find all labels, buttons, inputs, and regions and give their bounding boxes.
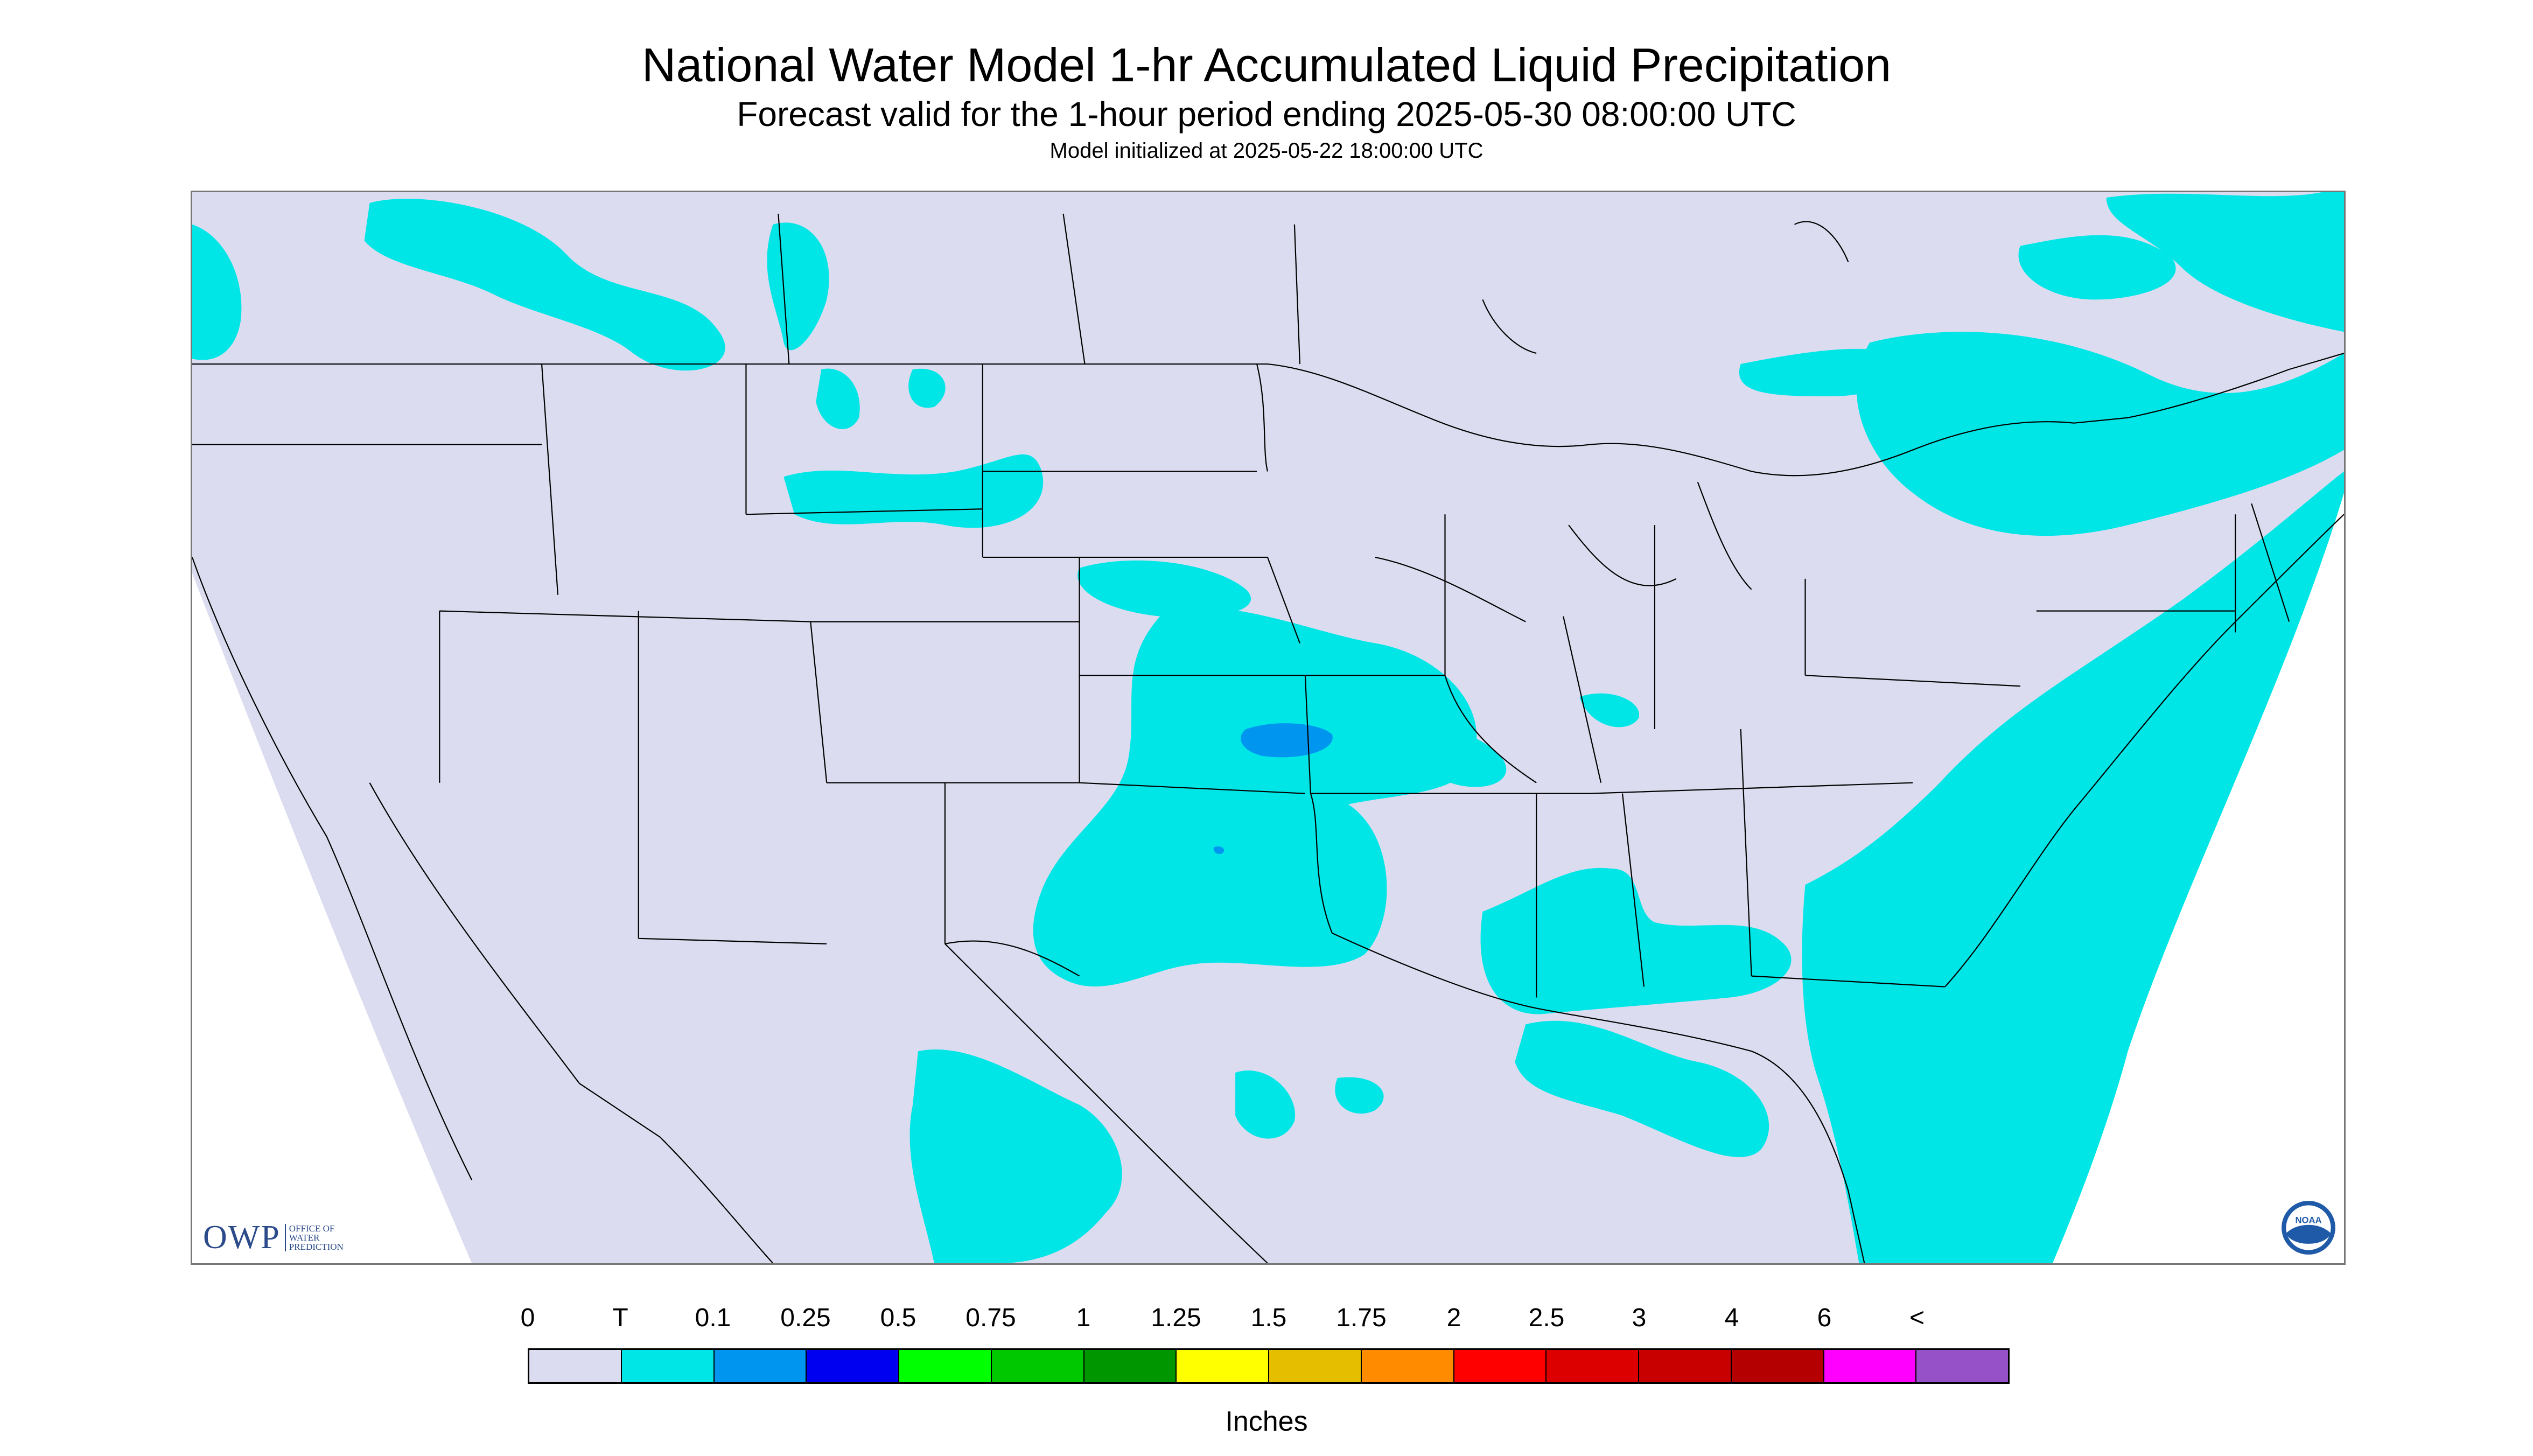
legend-swatch bbox=[1361, 1350, 1454, 1382]
legend-label: 4 bbox=[1724, 1304, 1739, 1332]
legend-swatch bbox=[621, 1350, 715, 1382]
legend-label: 0.1 bbox=[695, 1304, 731, 1332]
legend-swatch bbox=[1454, 1350, 1547, 1382]
legend-label: 2 bbox=[1446, 1304, 1461, 1332]
legend-swatch bbox=[807, 1350, 899, 1382]
map-canvas bbox=[192, 192, 2344, 1263]
legend-label: 1.75 bbox=[1336, 1304, 1387, 1332]
light-precip-areas bbox=[1213, 723, 1333, 855]
legend-swatch bbox=[1731, 1350, 1824, 1382]
legend-swatch bbox=[1269, 1350, 1362, 1382]
legend-units: Inches bbox=[1225, 1406, 1308, 1437]
legend: 0 T 0.1 0.25 0.5 0.75 1 1.25 1.5 1.75 2 2.5 3 4 6 < bbox=[0, 1292, 2533, 1454]
legend-swatch bbox=[714, 1350, 807, 1382]
legend-label: 6 bbox=[1817, 1304, 1832, 1332]
legend-label: 0 bbox=[520, 1304, 535, 1332]
legend-swatch bbox=[1547, 1350, 1639, 1382]
model-init-line: Model initialized at 2025-05-22 18:00:00… bbox=[1049, 139, 1484, 163]
legend-label: < bbox=[1909, 1304, 1925, 1332]
map-subtitle: Forecast valid for the 1-hour period end… bbox=[737, 95, 1796, 134]
noaa-text: NOAA bbox=[2296, 1215, 2322, 1226]
legend-label: 1.5 bbox=[1250, 1304, 1287, 1332]
legend-swatch bbox=[1916, 1350, 2008, 1382]
legend-label: 0.75 bbox=[965, 1304, 1016, 1332]
legend-label: 3 bbox=[1632, 1304, 1647, 1332]
noaa-logo: NOAA bbox=[2282, 1201, 2335, 1255]
owp-logo: OWP OFFICE OF WATER PREDICTION bbox=[203, 1219, 365, 1257]
legend-swatch bbox=[1177, 1350, 1269, 1382]
legend-swatch bbox=[1639, 1350, 1732, 1382]
legend-label: 1.25 bbox=[1151, 1304, 1201, 1332]
legend-label: T bbox=[612, 1304, 628, 1332]
owp-subtext: OFFICE OF WATER PREDICTION bbox=[284, 1224, 365, 1251]
legend-swatch bbox=[991, 1350, 1084, 1382]
legend-label: 0.25 bbox=[780, 1304, 831, 1332]
legend-swatch bbox=[1824, 1350, 1917, 1382]
trace-precip-areas bbox=[192, 192, 2344, 1263]
precipitation-map: OWP OFFICE OF WATER PREDICTION NOAA bbox=[191, 191, 2346, 1265]
map-title: National Water Model 1-hr Accumulated Li… bbox=[641, 38, 1892, 92]
political-boundaries bbox=[192, 213, 2344, 1263]
legend-swatch bbox=[899, 1350, 992, 1382]
legend-colorbar bbox=[528, 1348, 2010, 1384]
legend-swatch bbox=[1084, 1350, 1177, 1382]
owp-wordmark: OWP bbox=[203, 1219, 281, 1256]
legend-swatch bbox=[529, 1350, 622, 1382]
legend-label: 2.5 bbox=[1528, 1304, 1565, 1332]
legend-label: 1 bbox=[1076, 1304, 1091, 1332]
legend-label: 0.5 bbox=[880, 1304, 916, 1332]
